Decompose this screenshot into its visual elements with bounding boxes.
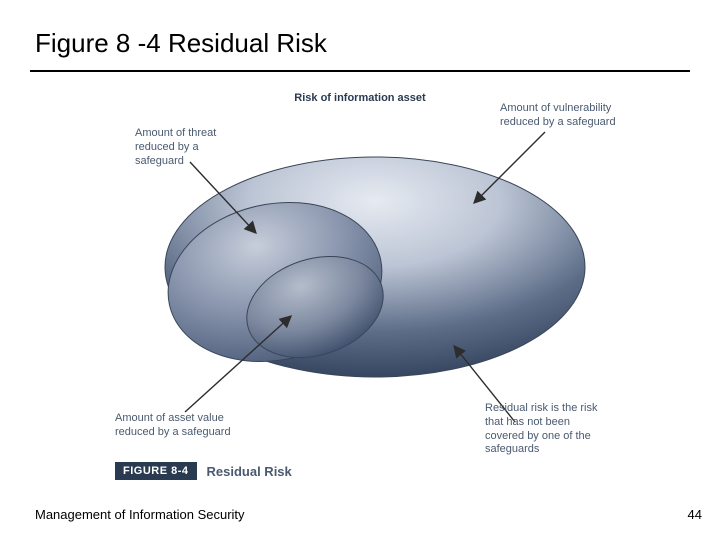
annot-vulnerability: Amount of vulnerabilityreduced by a safe…: [500, 102, 620, 130]
annot-asset-value: Amount of asset valuereduced by a safegu…: [115, 412, 235, 440]
page-number: 44: [688, 507, 702, 522]
annot-threat: Amount of threatreduced by a safeguard: [135, 127, 245, 168]
annot-residual: Residual risk is the riskthat has not be…: [485, 402, 615, 457]
figure-area: Risk of information asset Amount of thre…: [105, 92, 615, 492]
figure-caption: Residual Risk: [207, 464, 292, 479]
footer-text: Management of Information Security: [35, 507, 245, 522]
slide-title: Figure 8 -4 Residual Risk: [35, 28, 327, 59]
figure-badge: FIGURE 8-4: [115, 462, 197, 480]
figure-label-bar: FIGURE 8-4 Residual Risk: [115, 462, 292, 480]
title-rule: [30, 70, 690, 72]
